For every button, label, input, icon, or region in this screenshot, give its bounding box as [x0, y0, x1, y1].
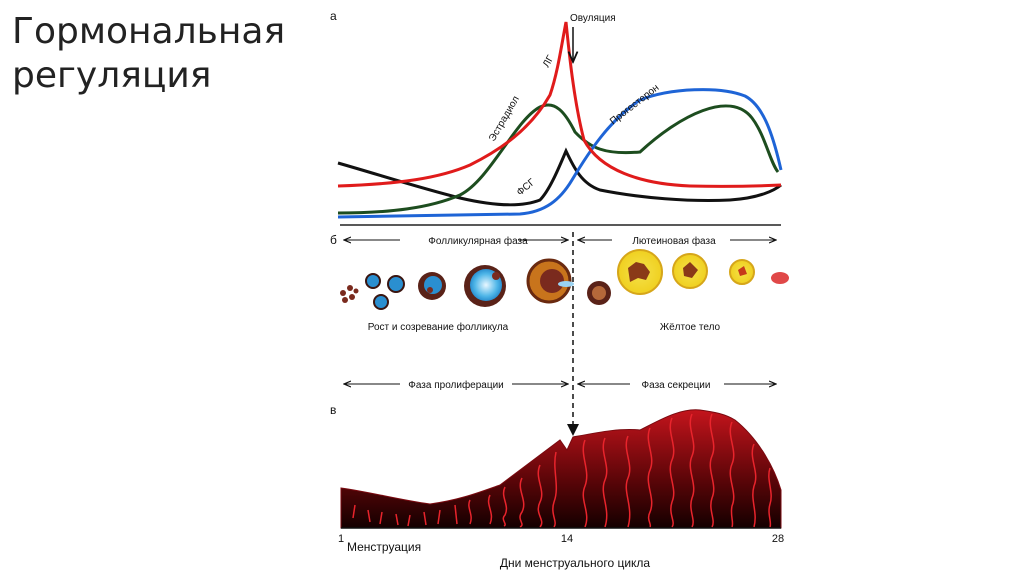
luteal-phase-label: Лютеиновая фаза [632, 235, 716, 247]
follicle-growth-label: Рост и созревание фолликула [368, 321, 509, 333]
antral-follicle [464, 265, 506, 307]
title-line-1: Гормональная [12, 11, 286, 52]
fsh-label: ФСГ [515, 176, 538, 198]
estradiol-curve [337, 103, 780, 215]
slide-title: Гормональная регуляция [12, 10, 285, 98]
axis-caption: Дни менструального цикла [500, 556, 651, 570]
mature-follicle [526, 258, 574, 304]
secondary-follicle [418, 272, 446, 300]
lh-curve [337, 21, 782, 188]
primordial-follicles [340, 285, 359, 303]
day-start-label: 1 [338, 533, 344, 545]
progesterone-curve [337, 88, 783, 219]
panel-a-label: а [330, 9, 337, 23]
endometrium-layer [340, 409, 782, 529]
ovulation-label: Овуляция [570, 13, 616, 24]
proliferation-phase-label: Фаза пролиферации [408, 379, 504, 391]
day-mid-label: 14 [561, 533, 573, 545]
primary-follicles [365, 273, 405, 310]
progesterone-label: Прогестерон [608, 82, 661, 127]
lh-label: ЛГ [541, 53, 557, 69]
ruptured-follicle [587, 281, 611, 305]
corpus-luteum-label: Жёлтое тело [660, 322, 721, 333]
follicular-phase-label: Фолликулярная фаза [428, 235, 528, 247]
corpus-luteum-stages [617, 249, 789, 295]
secretion-phase-label: Фаза секреции [642, 380, 711, 391]
panel-c-label: в [330, 403, 336, 417]
ovulation-dashed-arrowhead [567, 424, 579, 436]
day-end-label: 28 [772, 533, 784, 545]
title-line-2: регуляция [12, 55, 212, 96]
panel-b-label: б [330, 233, 337, 247]
uterine-glands [352, 413, 772, 528]
fsh-curve [337, 147, 782, 207]
menstruation-label: Менструация [347, 540, 421, 554]
